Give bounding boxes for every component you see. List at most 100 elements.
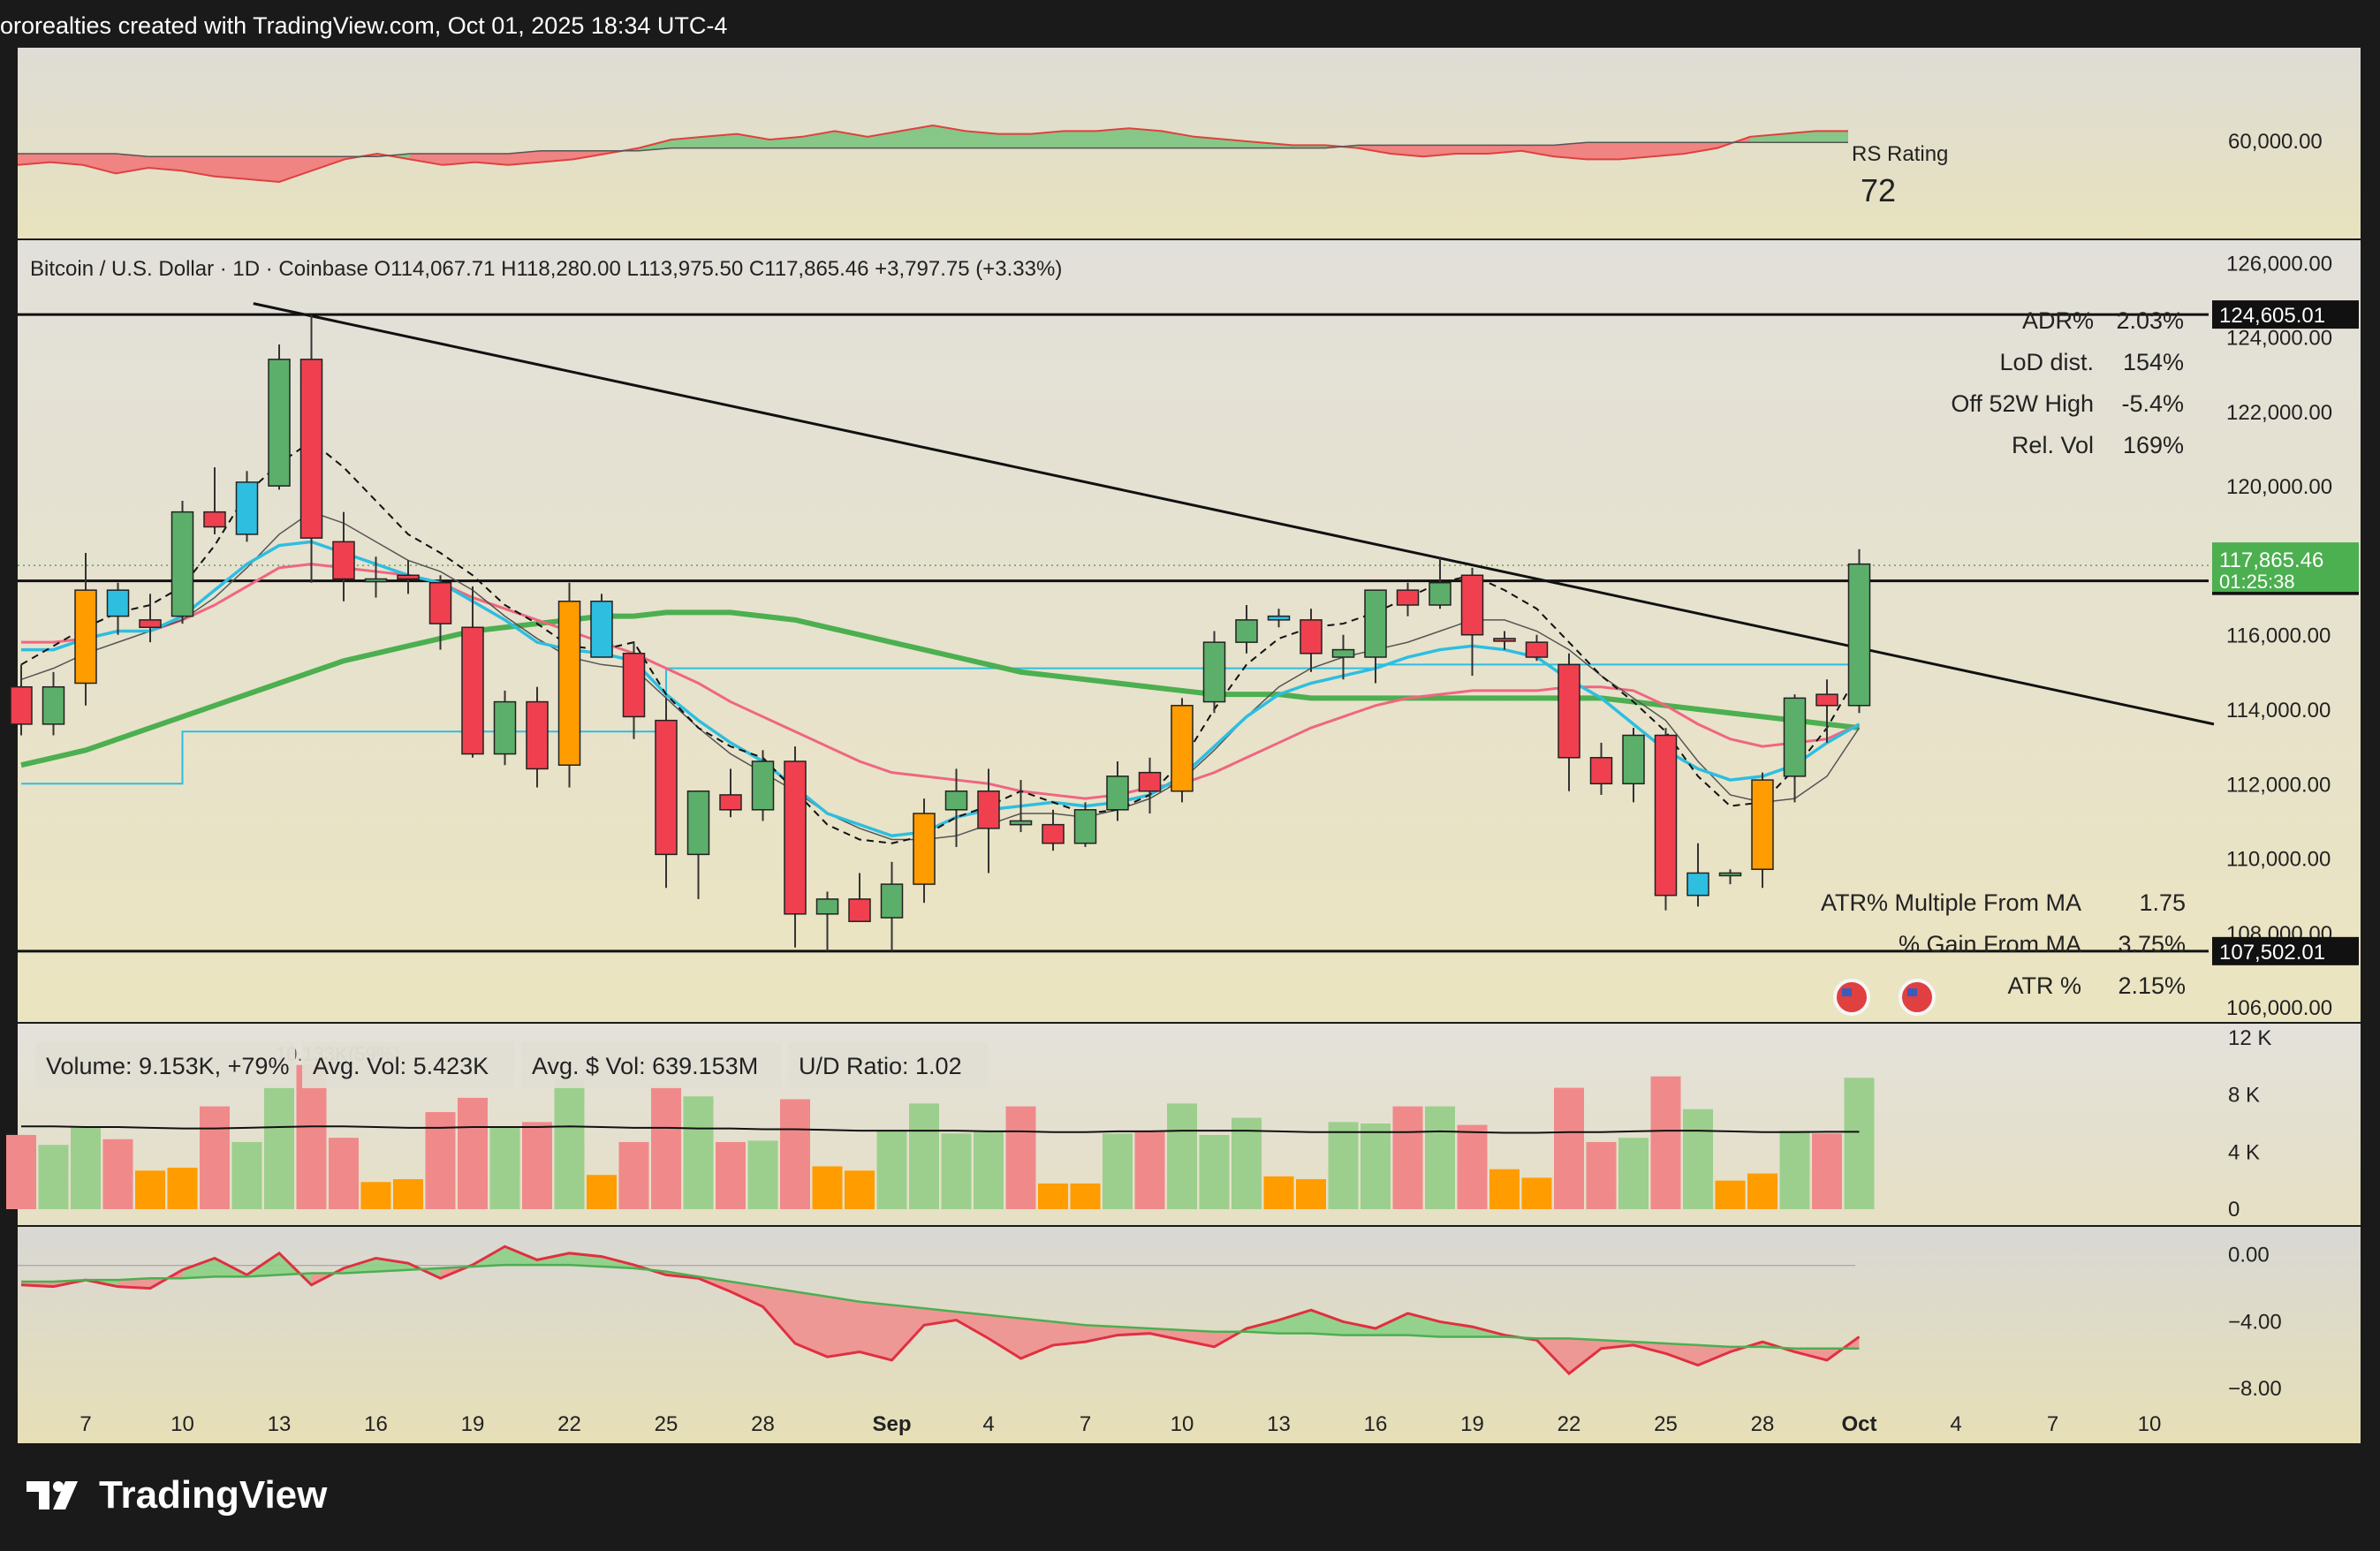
volume-bar xyxy=(38,1145,69,1209)
candle-body xyxy=(1300,619,1323,654)
stat-key: Rel. Vol xyxy=(2012,432,2094,458)
candle-body xyxy=(1493,638,1516,642)
rs-fill xyxy=(508,150,541,165)
osc-fill xyxy=(1343,1321,1376,1335)
ma-green-line xyxy=(20,609,1860,768)
x-axis-label: 13 xyxy=(1267,1412,1291,1436)
candle-body xyxy=(1235,619,1258,643)
rs-fill xyxy=(1685,142,1717,154)
rs-baseline xyxy=(18,141,1848,157)
volume-bar xyxy=(102,1139,133,1209)
volume-bar xyxy=(1586,1142,1617,1209)
us-flag-icon xyxy=(1833,979,1870,1016)
rs-value: 72 xyxy=(1861,172,1896,208)
candle-body xyxy=(655,719,678,856)
rs-fill xyxy=(246,156,279,182)
stat-value: 154% xyxy=(2123,349,2184,375)
x-axis-label: 10 xyxy=(2138,1412,2162,1436)
volume-stat-text: U/D Ratio: 1.02 xyxy=(799,1053,962,1079)
volume-bar xyxy=(1779,1131,1810,1209)
osc-fill xyxy=(956,1312,989,1339)
volume-bar xyxy=(845,1170,875,1209)
candle-body xyxy=(1396,589,1420,606)
candle-body xyxy=(1171,705,1194,792)
candle-body xyxy=(139,619,162,629)
volume-bar xyxy=(1715,1180,1746,1209)
candle-body xyxy=(1589,757,1613,785)
volume-stat-text: Avg. Vol: 5.423K xyxy=(313,1053,489,1079)
chart-canvas[interactable]: RS Rating 72 60,000.00 Bitcoin / U.S. Dolla… xyxy=(0,0,2380,1443)
candle-body xyxy=(880,883,904,919)
volume-bar xyxy=(296,1064,327,1209)
rs-fill xyxy=(1815,131,1848,143)
osc-fill xyxy=(795,1291,828,1358)
rs-fill xyxy=(1227,140,1260,148)
candle-body xyxy=(1783,697,1807,777)
rs-fill xyxy=(737,133,769,148)
candle-body xyxy=(299,359,323,539)
volume-bar xyxy=(1328,1122,1359,1209)
osc-fill xyxy=(1085,1325,1118,1343)
volume-axis-label: 12 K xyxy=(2228,1026,2271,1050)
volume-bar xyxy=(200,1106,230,1209)
stat-value: 3.75% xyxy=(2118,931,2186,957)
candle-body xyxy=(171,511,194,617)
stat-key: ADR% xyxy=(2022,307,2094,334)
volume-bar xyxy=(264,1086,294,1209)
countdown-label: 01:25:38 xyxy=(2219,571,2295,593)
rs-fill xyxy=(1619,142,1652,160)
volume-bar xyxy=(1232,1117,1262,1209)
candle-body xyxy=(590,601,613,658)
rs-fill xyxy=(1031,131,1064,148)
rs-fill xyxy=(1750,133,1783,143)
stat-value: 2.03% xyxy=(2116,307,2184,334)
level-tag xyxy=(2212,936,2359,965)
volume-bar xyxy=(1554,1087,1584,1209)
osc-axis-label: −4.00 xyxy=(2228,1310,2282,1334)
candle-body xyxy=(944,790,968,811)
candle-body xyxy=(1654,734,1678,897)
x-axis-label: 16 xyxy=(364,1412,388,1436)
candle-body xyxy=(1042,823,1065,844)
candle-body xyxy=(1558,663,1580,759)
volume-bar xyxy=(683,1096,714,1209)
level-tag xyxy=(2212,300,2359,329)
level-tag-label: 107,502.01 xyxy=(2219,941,2325,965)
price-axis-label: 114,000.00 xyxy=(2226,699,2331,723)
volume-bar xyxy=(489,1127,520,1209)
x-axis-label: 13 xyxy=(268,1412,292,1436)
stat-key: LoD dist. xyxy=(1999,349,2094,375)
rs-axis-label: 60,000.00 xyxy=(2228,130,2323,154)
candle-body xyxy=(1429,581,1451,606)
volume-bar xyxy=(360,1182,391,1209)
volume-bar xyxy=(1425,1106,1455,1209)
candle-body xyxy=(977,790,1000,829)
osc-fill xyxy=(989,1314,1021,1359)
x-axis-label: 4 xyxy=(1950,1412,1961,1436)
osc-fill xyxy=(1665,1343,1698,1366)
candle-body xyxy=(203,511,226,528)
volume-bar xyxy=(1618,1138,1649,1209)
volume-bar xyxy=(1844,1078,1875,1209)
volume-bar xyxy=(941,1133,972,1209)
candle-body xyxy=(1525,641,1549,658)
rs-fill xyxy=(933,125,966,148)
volume-bar xyxy=(1070,1183,1101,1209)
volume-bar xyxy=(554,1078,585,1209)
candle-body xyxy=(1847,563,1871,707)
rs-fill xyxy=(1129,128,1162,148)
candle-body xyxy=(686,790,710,856)
ohlc-header: Bitcoin / U.S. Dollar · 1D · Coinbase O1… xyxy=(30,257,1062,281)
x-axis-label: Sep xyxy=(872,1412,911,1436)
rs-fill xyxy=(1652,142,1685,157)
volume-bar xyxy=(1038,1183,1068,1209)
rs-label: RS Rating xyxy=(1852,142,1948,166)
candle-body xyxy=(42,685,65,725)
x-axis-label: 4 xyxy=(982,1412,994,1436)
volume-bar xyxy=(1263,1176,1294,1209)
x-axis-label: 10 xyxy=(171,1412,194,1436)
candle-body xyxy=(332,541,355,580)
volume-bar xyxy=(618,1142,649,1209)
volume-bar xyxy=(812,1166,843,1209)
